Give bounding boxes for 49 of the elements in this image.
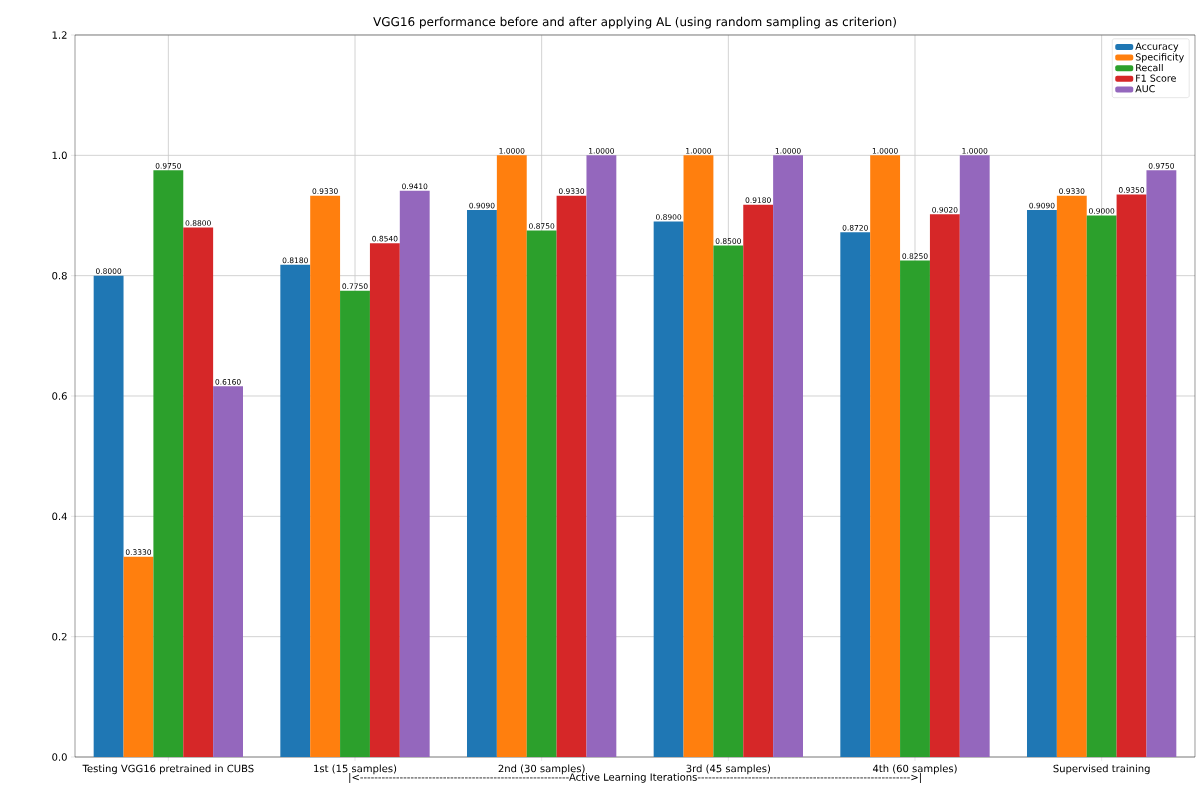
bar (870, 155, 901, 757)
bar (183, 227, 214, 757)
bar (123, 556, 154, 757)
bar (399, 190, 430, 757)
bar (93, 275, 124, 757)
bar (586, 155, 617, 757)
bar (1116, 194, 1147, 757)
y-tick-label: 1.2 (52, 31, 67, 39)
bar (310, 195, 341, 757)
x-tick-label: 2nd (30 samples) (498, 764, 585, 775)
bar (213, 386, 243, 757)
bar (526, 230, 557, 757)
bar (340, 290, 370, 757)
bar (467, 210, 497, 757)
legend-label: Accuracy (1135, 42, 1179, 52)
bar (713, 245, 744, 757)
legend-label: Recall (1136, 63, 1163, 72)
y-tick-label: 0.4 (52, 512, 67, 521)
x-tick-label: Testing VGG16 pretrained in CUBS (82, 764, 254, 775)
y-tick-label: 1.0 (52, 151, 67, 160)
x-tick-label: 3rd (45 samples) (686, 764, 771, 775)
bar (369, 243, 400, 757)
bar (1026, 210, 1057, 757)
bar (153, 170, 184, 757)
bar (900, 260, 930, 757)
bar (773, 155, 803, 757)
y-tick-label: 0.0 (52, 753, 67, 761)
x-axis-title: |<----------------------------------------------------------Active Learning Iterations----------------------------------------------------------->| (349, 773, 921, 784)
y-tick-label: 0.2 (52, 632, 67, 641)
bar (556, 195, 587, 757)
bar (929, 214, 960, 757)
bar (683, 155, 714, 757)
x-tick-label: 4th (60 samples) (872, 764, 957, 775)
legend-label: F1 Score (1136, 74, 1176, 82)
bar (496, 155, 527, 757)
legend-label: Specificity (1135, 53, 1184, 63)
legend-label: AUC (1135, 85, 1155, 93)
bar (1056, 195, 1087, 757)
bar (743, 204, 774, 757)
chart-title: VGG16 performance before and after applying AL (using random sampling as criterion) (373, 16, 896, 29)
bar (959, 155, 990, 757)
y-tick-label: 0.6 (52, 392, 67, 400)
y-tick-label: 0.8 (52, 271, 67, 280)
bar (1146, 170, 1177, 757)
bar (840, 232, 871, 757)
bar (1086, 215, 1117, 757)
bar (280, 264, 311, 757)
x-tick-label: Supervised training (1053, 764, 1150, 775)
bar (653, 221, 684, 757)
